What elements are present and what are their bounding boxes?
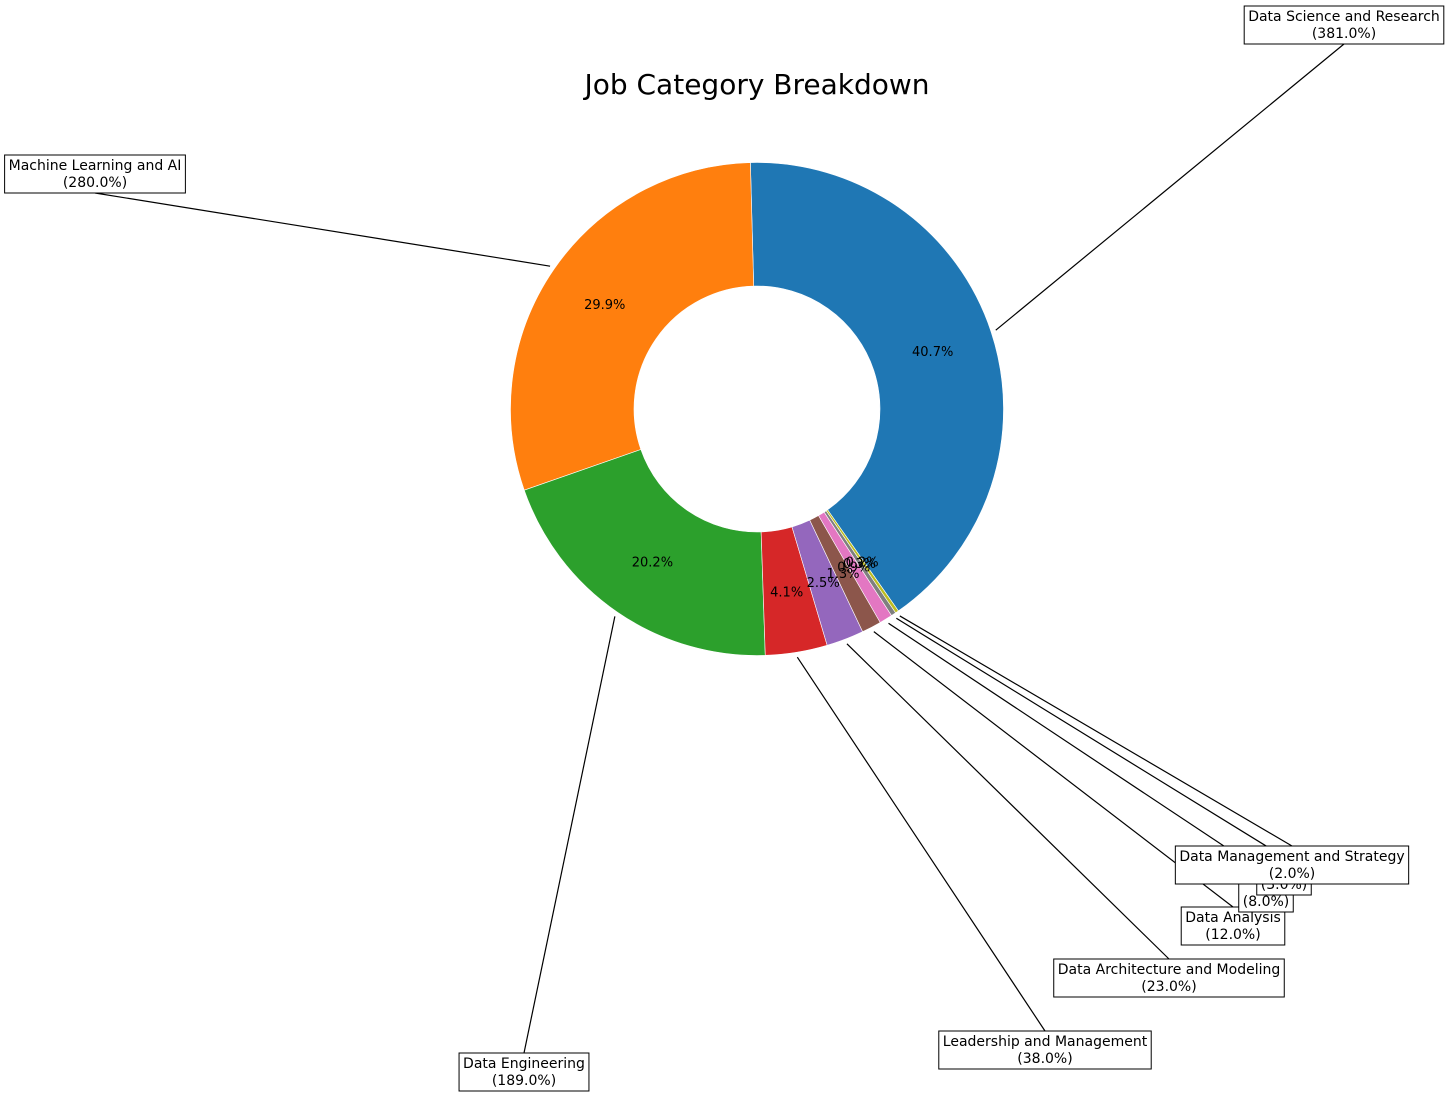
slice-percent-label: 2.5% xyxy=(807,576,840,591)
category-value-label: (38.0%) xyxy=(1017,1051,1072,1067)
leader-line xyxy=(523,616,616,1054)
leader-line xyxy=(873,631,1234,908)
slice-percent-label: 1.3% xyxy=(826,567,859,582)
callout-box: Data Science and Research(381.0%) xyxy=(1243,5,1445,45)
callout-frame xyxy=(1243,5,1445,45)
slice-percent-label: 4.1% xyxy=(770,586,803,601)
pie-slice xyxy=(523,449,766,656)
callout-box: Data Architecture and Modeling(23.0%) xyxy=(1053,958,1285,998)
slice-percent-label: 0.9% xyxy=(837,561,870,576)
category-value-label: (2.0%) xyxy=(1269,866,1316,882)
callout-frame xyxy=(458,1052,590,1092)
leader-line xyxy=(94,192,551,267)
category-name-label: Data Engineering xyxy=(463,1056,585,1072)
callout-frame xyxy=(1180,906,1286,946)
leader-line xyxy=(888,622,1267,875)
callout-frame xyxy=(938,1030,1152,1070)
slices-group xyxy=(510,162,1004,656)
category-name-label: Data Analysis xyxy=(1185,910,1281,926)
callout-box: Data Analysis(12.0%) xyxy=(1180,906,1286,946)
category-value-label: (8.0%) xyxy=(1243,894,1290,910)
category-name-label: Data Science and Research xyxy=(1248,9,1440,25)
callout-box: Leadership and Management(38.0%) xyxy=(938,1030,1152,1070)
leader-line xyxy=(796,656,1046,1032)
slice-percent-label: 20.2% xyxy=(632,556,673,571)
slice-percent-label: 0.2% xyxy=(846,555,879,570)
category-value-label: (12.0%) xyxy=(1205,927,1260,943)
category-name-label: Machine Learning and AI xyxy=(9,158,182,174)
pie-slice xyxy=(750,162,1004,612)
category-name-label: Leadership and Management xyxy=(943,1034,1148,1050)
callout-boxes-group: Data Science and Research(381.0%) Machine… xyxy=(4,5,1445,1092)
leader-line xyxy=(846,643,1170,960)
category-value-label: (280.0%) xyxy=(63,175,127,191)
callout-frame xyxy=(1053,958,1285,998)
slice-percent-label: 0.3% xyxy=(843,557,876,572)
leader-line xyxy=(896,617,1285,858)
callout-frame xyxy=(4,154,186,194)
leader-line xyxy=(995,43,1345,331)
slice-percent-label: 40.7% xyxy=(912,345,953,360)
pie-slice xyxy=(510,162,755,491)
category-value-label: (189.0%) xyxy=(492,1073,556,1089)
callout-box: Data Management and Strategy(2.0%) xyxy=(1174,845,1410,885)
category-name-label: Data Management and Strategy xyxy=(1179,849,1404,865)
chart-title: Job Category Breakdown xyxy=(582,68,929,101)
leader-lines-group xyxy=(94,43,1345,1054)
category-value-label: (23.0%) xyxy=(1141,979,1196,995)
callout-box: Data Engineering(189.0%) xyxy=(458,1052,590,1092)
slice-percent-label: 29.9% xyxy=(584,298,625,313)
category-value-label: (381.0%) xyxy=(1312,26,1376,42)
percent-labels-group: 40.7% 29.9% 20.2% 4.1% 2.5%1.3%0.9%0.3%0.2% xyxy=(584,298,953,601)
callout-box: Machine Learning and AI(280.0%) xyxy=(4,154,186,194)
leader-line xyxy=(899,615,1293,847)
callout-frame xyxy=(1174,845,1410,885)
pie-slice xyxy=(825,509,899,614)
category-name-label: Data Architecture and Modeling xyxy=(1058,962,1281,978)
